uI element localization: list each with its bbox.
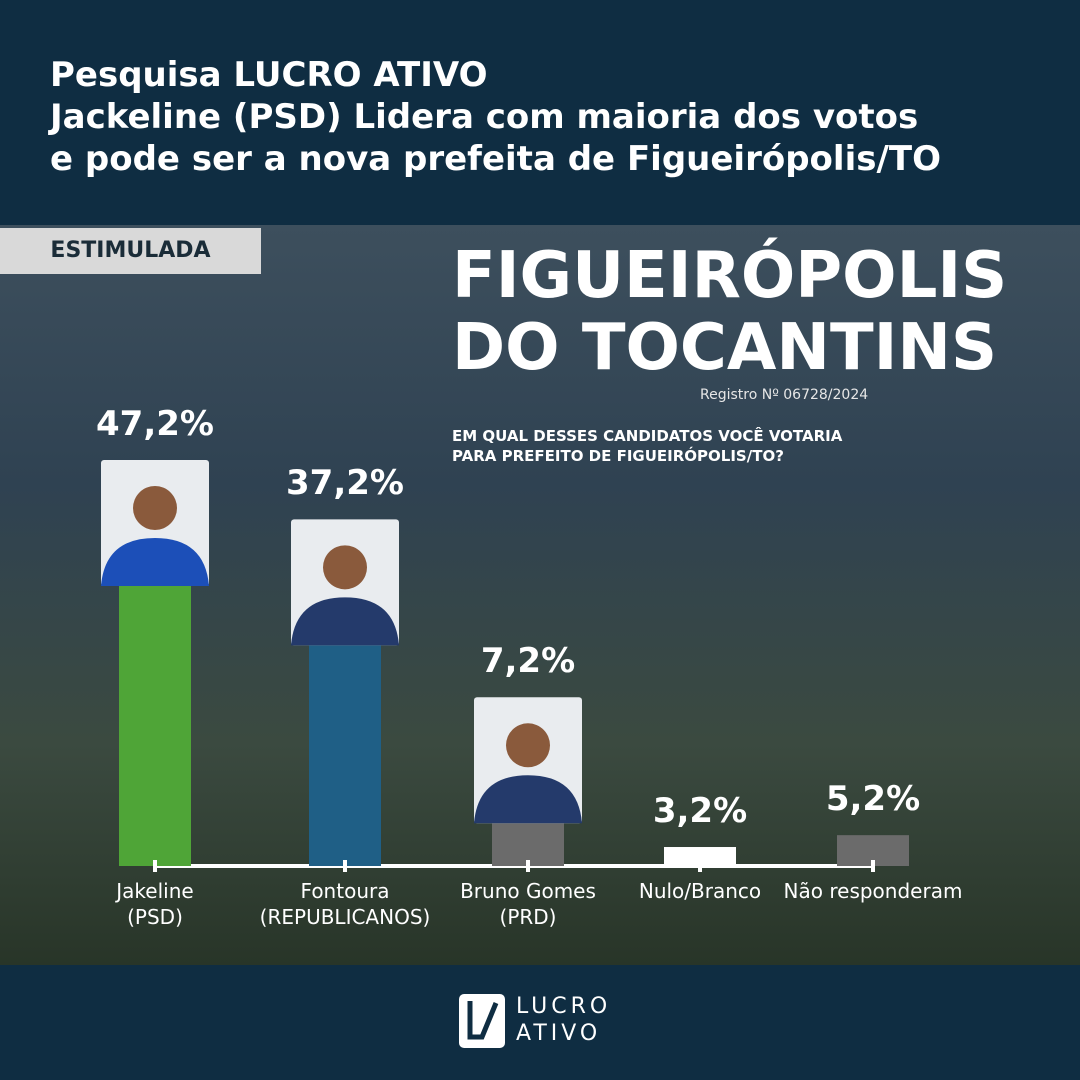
photo-head [133, 486, 177, 530]
value-label: 5,2% [825, 779, 921, 820]
photo-body [474, 775, 582, 824]
header-band [0, 0, 1080, 225]
photo-body [291, 597, 399, 646]
registration: Registro Nº 06728/2024 [700, 387, 869, 403]
category-label: Bruno Gomes (PRD) [460, 879, 596, 929]
logo-text: LUCRO ATIVO [516, 994, 612, 1046]
category-label: Jakeline (PSD) [116, 879, 194, 929]
photo-head [323, 545, 367, 590]
subtitle: Jackeline (PSD) Lidera com maioria dos v… [50, 97, 941, 179]
value-label: 7,2% [480, 641, 576, 682]
logo-icon [459, 994, 505, 1048]
bar [664, 847, 736, 866]
question: EM QUAL DESSES CANDIDATOS VOCÊ VOTARIA P… [452, 427, 843, 465]
title: Pesquisa LUCRO ATIVO [50, 55, 488, 95]
chart [101, 460, 909, 872]
category-label: Não responderam [783, 879, 963, 903]
bar [119, 586, 191, 866]
value-label: 47,2% [96, 404, 214, 444]
photo-head [506, 723, 550, 768]
value-label: 3,2% [652, 791, 748, 832]
value-label: 37,2% [286, 463, 404, 504]
city-title: FIGUEIRÓPOLIS DO TOCANTINS [452, 239, 1008, 385]
bar [492, 823, 564, 866]
photo-body [101, 538, 209, 586]
category-label: Nulo/Branco [638, 879, 762, 903]
footer-band [0, 965, 1080, 1080]
category-label: Fontoura (REPUBLICANOS) [259, 879, 431, 929]
bar [309, 645, 381, 866]
badge: ESTIMULADA [0, 228, 261, 274]
